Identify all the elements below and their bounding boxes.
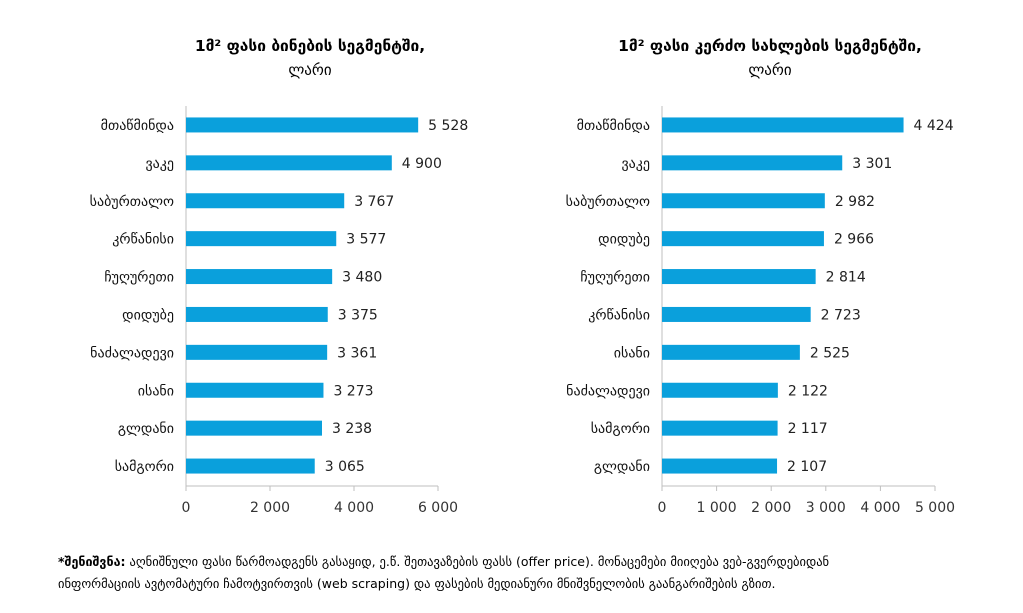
bar-houses xyxy=(662,231,824,247)
category-label: დიდუბე xyxy=(598,232,650,248)
value-label: 5 528 xyxy=(428,118,468,134)
bar-houses xyxy=(662,269,816,285)
value-label: 2 117 xyxy=(788,421,828,437)
x-tick-label: 2 000 xyxy=(250,500,290,516)
bar-apartments xyxy=(186,420,322,436)
value-label: 2 525 xyxy=(810,345,850,361)
value-label: 3 577 xyxy=(346,232,386,248)
bar-apartments xyxy=(186,344,328,360)
category-label: სამგორი xyxy=(591,420,650,437)
bar-apartments xyxy=(186,117,419,133)
x-tick-label: 5 000 xyxy=(915,500,955,516)
category-label: ნაძალადევი xyxy=(90,345,174,361)
value-label: 2 107 xyxy=(787,459,827,475)
value-label: 2 966 xyxy=(834,232,874,248)
bar-apartments xyxy=(186,231,337,247)
bar-apartments xyxy=(186,155,392,171)
bar-houses xyxy=(662,344,800,360)
category-label: დიდუბე xyxy=(122,307,174,323)
category-label: ისანი xyxy=(138,383,174,399)
x-tick-label: 4 000 xyxy=(334,500,374,516)
value-label: 2 814 xyxy=(826,270,866,286)
value-label: 4 900 xyxy=(402,156,442,172)
bar-apartments xyxy=(186,458,315,474)
x-tick-label: 4 000 xyxy=(860,500,900,516)
charts-canvas: 0 2 000 4 000 6 000 მთაწმინდა 5 528 ვაკე 4 900 ს… xyxy=(90,106,955,516)
chart-subtitle-apartments: ლარი xyxy=(288,61,332,79)
category-label: ვაკე xyxy=(621,156,650,172)
bar-apartments xyxy=(186,269,333,285)
value-label: 3 301 xyxy=(852,156,892,172)
bar-houses xyxy=(662,155,843,171)
bar-houses xyxy=(662,117,904,133)
value-label: 3 238 xyxy=(332,421,372,437)
value-label: 3 361 xyxy=(337,345,377,361)
value-label: 3 065 xyxy=(325,459,365,475)
category-label: კრწანისი xyxy=(588,306,650,323)
category-label: ნაძალადევი xyxy=(566,383,650,399)
chart-subtitle-houses: ლარი xyxy=(748,61,792,79)
x-tick-label: 3 000 xyxy=(806,500,846,516)
bar-houses xyxy=(662,193,825,209)
category-label: სამგორი xyxy=(115,458,174,475)
bar-houses xyxy=(662,458,778,474)
x-tick-label: 0 xyxy=(182,500,191,516)
category-label: ჩუღურეთი xyxy=(104,269,174,286)
footnote-text-1: აღნიშნული ფასი წარმოადგენს გასაყიდ, ე.წ.… xyxy=(129,554,830,569)
category-label: მთაწმინდა xyxy=(101,118,174,134)
x-tick-label: 6 000 xyxy=(418,500,458,516)
bar-apartments xyxy=(186,306,328,322)
bar-houses xyxy=(662,306,811,322)
value-label: 3 767 xyxy=(354,194,394,210)
x-tick-label: 0 xyxy=(658,500,667,516)
chart-title-apartments: 1მ² ფასი ბინების სეგმენტში, ლარი xyxy=(120,34,500,82)
value-label: 3 480 xyxy=(342,270,382,286)
value-label: 2 122 xyxy=(788,383,828,399)
value-label: 3 273 xyxy=(333,383,373,399)
bar-houses xyxy=(662,382,778,398)
x-tick-label: 2 000 xyxy=(751,500,791,516)
footnote-text-2: ინფორმაციის ავტომატური ჩამოტვირთვის (web… xyxy=(58,576,776,591)
category-label: მთაწმინდა xyxy=(577,118,650,134)
value-label: 2 723 xyxy=(821,307,861,323)
bar-apartments xyxy=(186,193,345,209)
bar-houses xyxy=(662,420,778,436)
chart-title-houses-main: 1მ² ფასი კერძო სახლების სეგმენტში, xyxy=(618,37,922,55)
category-label: გლდანი xyxy=(594,459,650,475)
category-label: ჩუღურეთი xyxy=(580,269,650,286)
footnote: *შენიშვნა: აღნიშნული ფასი წარმოადგენს გა… xyxy=(58,551,988,595)
category-label: კრწანისი xyxy=(112,231,174,248)
chart-title-houses: 1მ² ფასი კერძო სახლების სეგმენტში, ლარი xyxy=(560,34,980,82)
category-label: საბურთალო xyxy=(90,193,174,210)
category-label: საბურთალო xyxy=(566,193,650,210)
footnote-line-1: *შენიშვნა: აღნიშნული ფასი წარმოადგენს გა… xyxy=(58,551,988,573)
chart-title-apartments-main: 1მ² ფასი ბინების სეგმენტში, xyxy=(194,37,426,55)
bar-apartments xyxy=(186,382,324,398)
x-tick-label: 1 000 xyxy=(697,500,737,516)
category-label: გლდანი xyxy=(118,421,174,437)
value-label: 3 375 xyxy=(338,307,378,323)
footnote-label: *შენიშვნა: xyxy=(58,554,126,569)
category-label: ვაკე xyxy=(145,156,174,172)
value-label: 4 424 xyxy=(914,118,954,134)
category-label: ისანი xyxy=(614,345,650,361)
value-label: 2 982 xyxy=(835,194,875,210)
